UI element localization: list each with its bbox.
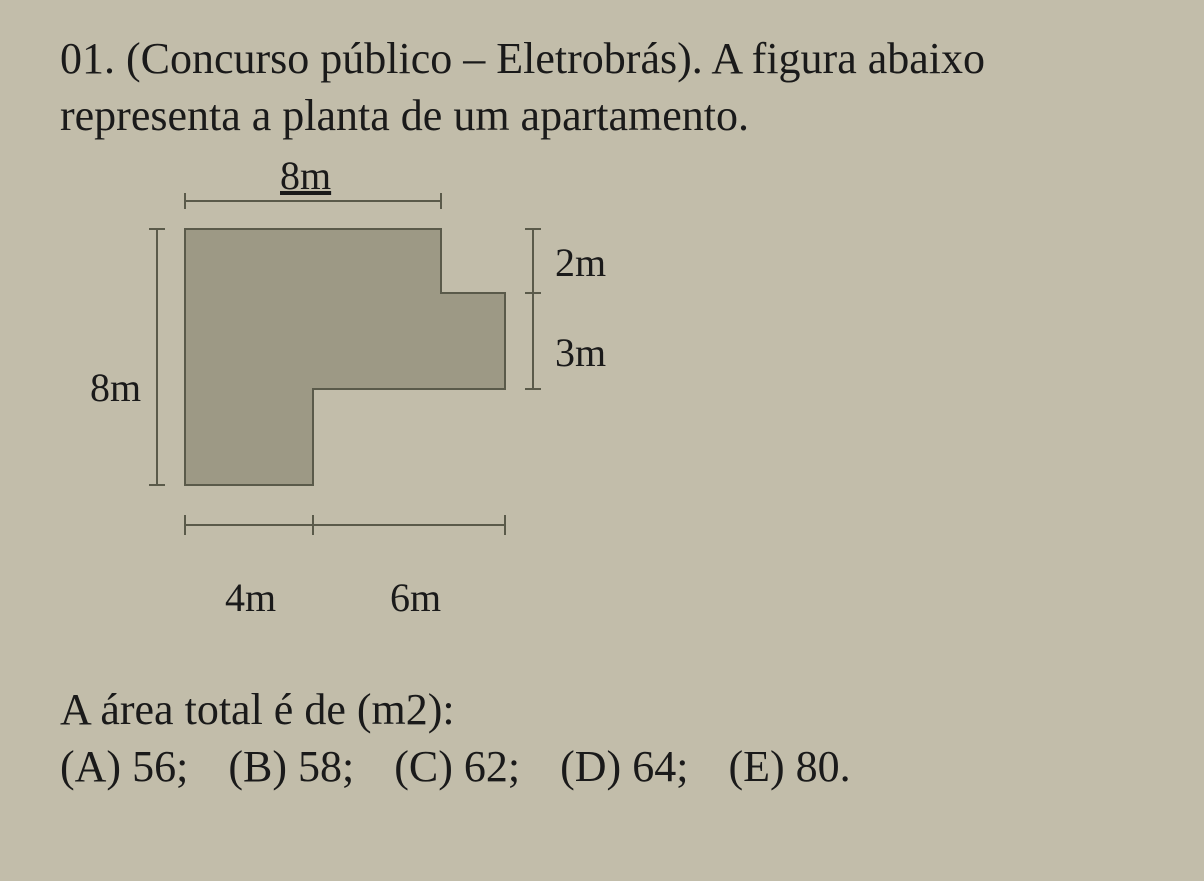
question-stem-2: representa a planta de um apartamento.: [60, 91, 749, 140]
option-d-value: 64;: [632, 742, 688, 791]
option-d: (D) 64;: [560, 741, 688, 792]
option-c-value: 62;: [464, 742, 520, 791]
question-text: 01. (Concurso público – Eletrobrás). A f…: [60, 30, 1164, 144]
dim-left: 8m: [90, 364, 141, 411]
page: 01. (Concurso público – Eletrobrás). A f…: [0, 0, 1204, 881]
dim-right-lower: 3m: [555, 329, 606, 376]
option-a-value: 56;: [132, 742, 188, 791]
option-b-value: 58;: [298, 742, 354, 791]
option-e-value: 80.: [796, 742, 851, 791]
answer-prompt: A área total é de (m2):: [60, 684, 1164, 735]
option-e: (E) 80.: [728, 741, 850, 792]
floor-plan-figure: 8m 8m 2m 3m 4m 6m: [80, 154, 700, 674]
option-c: (C) 62;: [394, 741, 520, 792]
option-b: (B) 58;: [228, 741, 354, 792]
option-a: (A) 56;: [60, 741, 188, 792]
question-number: 01.: [60, 34, 115, 83]
dim-right-upper: 2m: [555, 239, 606, 286]
dim-top: 8m: [280, 152, 331, 199]
question-source: (Concurso público – Eletrobrás).: [126, 34, 703, 83]
dim-bottom-right: 6m: [390, 574, 441, 621]
options-row: (A) 56; (B) 58; (C) 62; (D) 64; (E) 80.: [60, 741, 1164, 792]
question-stem-1: A figura abaixo: [711, 34, 985, 83]
dim-bottom-left: 4m: [225, 574, 276, 621]
